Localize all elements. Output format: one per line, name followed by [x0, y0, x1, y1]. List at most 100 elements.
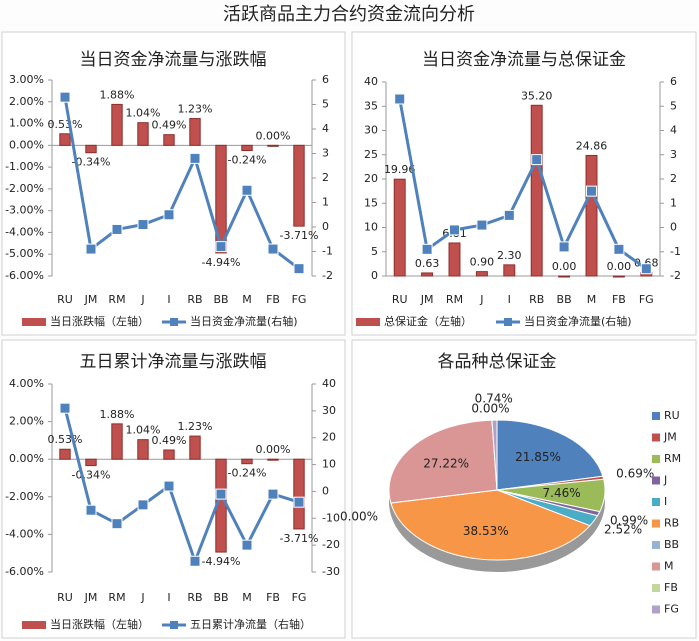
x-tick-label: FG	[292, 591, 307, 604]
x-tick-label: M	[242, 591, 252, 604]
y-tick-label: -2.00%	[5, 490, 44, 503]
legend-label: FB	[664, 581, 678, 594]
x-tick-label: RB	[187, 293, 202, 306]
data-label: 2.52%	[604, 523, 642, 537]
legend-label: FG	[664, 603, 679, 616]
y-tick-label: -2.00%	[5, 182, 44, 195]
bar	[59, 448, 71, 460]
data-label: -0.34%	[72, 156, 111, 169]
x-tick-label: RU	[57, 591, 73, 604]
marker	[421, 243, 433, 255]
legend-swatch	[652, 562, 660, 571]
x-tick-label: J	[479, 293, 483, 306]
y2-tick-label: 6	[670, 75, 677, 88]
bar	[163, 449, 175, 460]
marker	[241, 184, 253, 196]
legend-label: 当日涨跌幅（左轴）	[50, 617, 149, 631]
y2-tick-label: 20	[322, 431, 336, 444]
x-tick-label: M	[242, 293, 252, 306]
x-tick-label: FG	[292, 293, 307, 306]
legend-label: J	[663, 474, 667, 487]
y-tick-label: 1.00%	[9, 117, 44, 130]
data-label: 0.53%	[48, 118, 83, 131]
marker	[59, 402, 71, 414]
pie-slice	[496, 419, 604, 491]
data-label: 1.04%	[126, 107, 161, 120]
y-tick-label: 20	[364, 172, 378, 185]
data-label: 0.00%	[256, 129, 291, 142]
y-tick-label: 0.00%	[9, 452, 44, 465]
marker	[85, 504, 97, 516]
x-tick-label: FB	[266, 591, 280, 604]
data-label: 0.49%	[152, 119, 187, 132]
chart-title: 当日资金净流量与总保证金	[422, 50, 626, 70]
chart-title: 五日累计净流量与涨跌幅	[80, 352, 267, 372]
data-label: -4.94%	[202, 555, 241, 568]
y2-tick-label: 10	[322, 458, 336, 471]
y2-tick-label: -30	[322, 565, 340, 578]
marker	[137, 499, 149, 511]
line	[63, 407, 300, 566]
marker	[137, 219, 149, 231]
legend-label: JM	[663, 431, 677, 444]
marker	[558, 241, 570, 253]
data-label: 21.85%	[515, 450, 561, 464]
marker	[503, 209, 515, 221]
y2-tick-label: 3	[670, 148, 677, 161]
legend-swatch	[170, 318, 178, 326]
legend-swatch	[652, 412, 660, 420]
data-label: 0.00	[607, 260, 632, 273]
y2-tick-label: 2	[322, 171, 329, 184]
x-tick-label: RB	[187, 591, 202, 604]
legend-swatch	[652, 498, 660, 506]
chart-title: 当日资金净流量与涨跌幅	[80, 50, 267, 70]
x-tick-label: RU	[57, 293, 73, 306]
marker	[267, 243, 279, 255]
legend-label: 当日资金净流量(右轴)	[190, 314, 298, 328]
y2-tick-label: 0	[322, 220, 329, 233]
marker	[215, 488, 227, 500]
bar	[241, 144, 253, 152]
x-tick-label: BB	[213, 591, 228, 604]
marker	[59, 91, 71, 103]
y-tick-label: 15	[364, 196, 378, 209]
legend-label: RU	[664, 409, 680, 422]
data-label: 7.46%	[543, 486, 581, 500]
x-tick-label: RU	[392, 293, 408, 306]
legend-label: RB	[664, 517, 679, 530]
legend-label: 当日涨跌幅（左轴）	[50, 314, 149, 328]
data-label: -4.94%	[202, 256, 241, 269]
marker	[189, 555, 201, 567]
bar	[293, 144, 305, 227]
data-label: 1.88%	[100, 408, 135, 421]
y2-tick-label: 4	[322, 122, 329, 135]
y2-tick-label: 4	[670, 124, 677, 137]
bar	[111, 423, 123, 460]
y2-tick-label: -2	[670, 269, 681, 282]
data-label: 1.88%	[100, 88, 135, 101]
bar	[503, 264, 516, 277]
data-label: 1.23%	[178, 103, 213, 116]
y2-tick-label: 2	[670, 172, 677, 185]
legend-label: 当日资金净流量(右轴)	[524, 314, 632, 328]
x-tick-label: BB	[557, 293, 572, 306]
page-title: 活跃商品主力合约资金流向分析	[223, 4, 475, 25]
bar	[612, 275, 625, 278]
data-label: -0.24%	[228, 154, 267, 167]
y-tick-label: -5.00%	[5, 247, 44, 260]
legend-label: 五日累计净流量（右轴）	[190, 617, 311, 631]
data-label: 19.96	[384, 163, 416, 176]
x-tick-label: J	[140, 293, 144, 306]
marker	[394, 93, 406, 105]
bar	[267, 144, 279, 147]
data-label: 1.04%	[126, 424, 161, 437]
pie-slice	[390, 489, 591, 561]
x-tick-label: I	[508, 293, 511, 306]
marker	[85, 243, 97, 255]
legend-swatch	[652, 455, 660, 463]
legend-swatch	[652, 476, 660, 485]
y-tick-label: -6.00%	[5, 269, 44, 282]
bar	[111, 103, 123, 146]
data-label: -0.24%	[228, 467, 267, 480]
